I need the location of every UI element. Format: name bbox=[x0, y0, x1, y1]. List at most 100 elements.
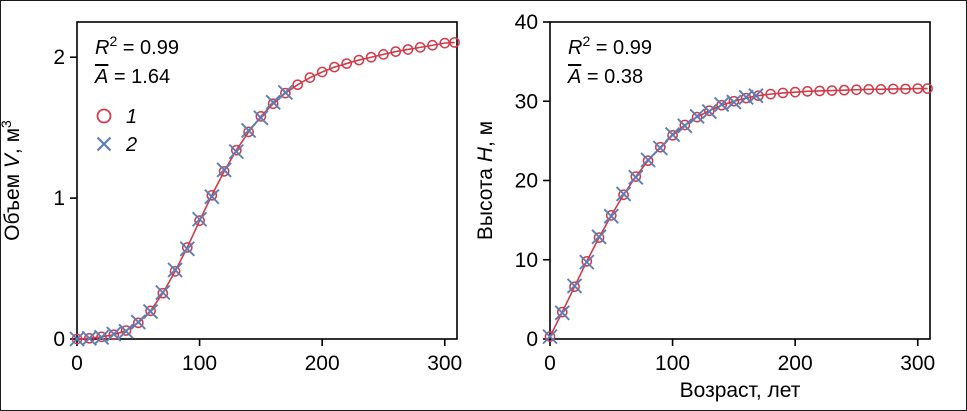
data-point-cross bbox=[81, 330, 97, 346]
data-point-circle bbox=[206, 189, 218, 201]
data-point-circle bbox=[581, 255, 593, 267]
series-line-1 bbox=[549, 87, 928, 337]
x-tick-label-3: 300 bbox=[427, 352, 462, 375]
y-tick-label-4: 40 bbox=[515, 11, 538, 34]
data-point-cross bbox=[579, 254, 595, 270]
data-point-circle bbox=[169, 266, 181, 277]
y-axis-title: Объем V, м3 bbox=[1, 120, 24, 241]
data-point-circle bbox=[83, 332, 95, 344]
data-point-cross bbox=[216, 162, 232, 178]
y-tick-label-2: 20 bbox=[515, 170, 538, 193]
data-point-circle bbox=[132, 317, 144, 329]
data-point-circle bbox=[630, 171, 642, 182]
data-point-circle bbox=[826, 85, 838, 96]
data-point-circle bbox=[556, 306, 568, 318]
data-point-circle bbox=[753, 90, 764, 102]
data-point-cross bbox=[93, 329, 110, 345]
data-point-circle bbox=[108, 329, 120, 341]
data-point-cross bbox=[204, 189, 220, 205]
data-point-circle bbox=[378, 49, 389, 60]
data-point-cross bbox=[748, 88, 764, 104]
annotation-0: R2 = 0.99 bbox=[95, 33, 179, 59]
annotation-1: A = 1.64 bbox=[94, 66, 170, 88]
data-point-circle bbox=[365, 51, 377, 63]
data-point-circle bbox=[157, 287, 169, 299]
data-point-circle bbox=[243, 126, 254, 138]
data-point-circle bbox=[802, 85, 813, 97]
data-point-circle bbox=[814, 85, 826, 97]
data-point-cross bbox=[228, 143, 245, 160]
data-point-cross bbox=[240, 122, 257, 139]
data-point-cross bbox=[554, 305, 570, 321]
data-point-cross bbox=[615, 186, 632, 202]
shared-x-axis-title: Возраст, лет bbox=[680, 379, 801, 402]
data-point-cross bbox=[191, 211, 208, 227]
data-point-circle bbox=[145, 305, 156, 317]
data-point-circle bbox=[691, 111, 703, 123]
y-tick-label-2: 2 bbox=[53, 46, 65, 69]
data-point-cross bbox=[69, 331, 85, 347]
data-point-circle bbox=[427, 39, 438, 51]
data-point-circle bbox=[292, 79, 303, 91]
data-point-cross bbox=[118, 323, 134, 339]
legend-label-1: 2 bbox=[125, 134, 137, 156]
data-point-circle bbox=[654, 141, 666, 153]
data-point-circle bbox=[851, 84, 862, 96]
data-point-circle bbox=[887, 83, 899, 95]
data-point-circle bbox=[728, 95, 740, 107]
y-tick-label-1: 10 bbox=[515, 249, 538, 272]
x-tick-label-2: 200 bbox=[305, 352, 340, 375]
data-point-circle bbox=[194, 215, 205, 226]
data-point-circle bbox=[544, 331, 556, 342]
x-tick-label-1: 100 bbox=[182, 352, 217, 375]
data-point-circle bbox=[267, 98, 279, 110]
data-point-circle bbox=[863, 84, 875, 95]
x-tick-label-3: 300 bbox=[900, 352, 935, 375]
data-point-cross bbox=[664, 126, 681, 143]
x-tick-label-1: 100 bbox=[655, 352, 690, 375]
data-point-cross bbox=[142, 303, 159, 320]
data-point-circle bbox=[255, 111, 267, 122]
data-point-cross bbox=[726, 94, 742, 110]
data-point-circle bbox=[341, 58, 353, 69]
data-point-circle bbox=[353, 54, 365, 66]
data-point-circle bbox=[402, 44, 414, 55]
data-point-cross bbox=[277, 84, 294, 101]
data-point-cross bbox=[640, 152, 656, 168]
data-point-circle bbox=[316, 66, 328, 78]
data-point-cross bbox=[265, 94, 281, 110]
data-point-circle bbox=[716, 99, 727, 111]
data-point-circle bbox=[280, 87, 291, 99]
data-point-circle bbox=[667, 129, 678, 141]
data-point-circle bbox=[96, 331, 107, 343]
panel-right: 0 10 20 30 40 0 100 200 300 Высота H, м R2 = 0.99 A… bbox=[474, 11, 935, 375]
annotation-0: R2 = 0.99 bbox=[568, 33, 652, 59]
data-point-cross bbox=[130, 314, 146, 330]
data-point-cross bbox=[677, 118, 693, 134]
data-point-cross bbox=[652, 140, 668, 156]
legend-marker-cross bbox=[96, 136, 112, 152]
shared-axis-labels: Возраст, лет bbox=[680, 379, 801, 402]
legend-label-0: 1 bbox=[126, 106, 137, 128]
legend-marker-circle bbox=[96, 108, 112, 124]
data-point-cross bbox=[155, 284, 171, 301]
data-point-cross bbox=[701, 103, 718, 120]
annotation-1: A = 0.38 bbox=[567, 66, 643, 88]
x-tick-label-0: 0 bbox=[71, 352, 83, 375]
data-point-circle bbox=[231, 144, 242, 156]
x-tick-label-0: 0 bbox=[544, 352, 556, 375]
data-point-circle bbox=[218, 165, 230, 177]
data-point-cross bbox=[689, 108, 705, 124]
y-tick-label-3: 30 bbox=[515, 90, 538, 113]
data-point-circle bbox=[789, 86, 801, 98]
data-point-cross bbox=[253, 110, 269, 126]
data-point-cross bbox=[628, 169, 644, 186]
data-point-circle bbox=[740, 92, 752, 104]
data-point-circle bbox=[605, 210, 617, 221]
y-tick-label-0: 0 bbox=[526, 328, 538, 351]
data-point-circle bbox=[618, 189, 629, 201]
data-point-circle bbox=[329, 61, 340, 73]
data-point-circle bbox=[569, 281, 580, 293]
